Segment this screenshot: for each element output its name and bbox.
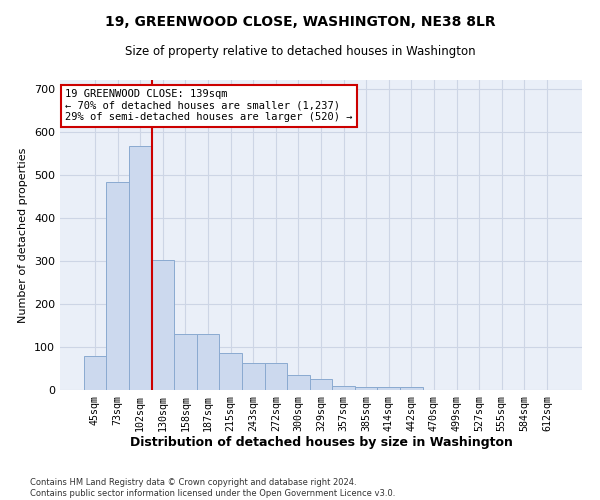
Bar [197,334,220,390]
Bar [174,334,197,390]
Bar [84,356,106,390]
Bar [310,379,332,390]
Y-axis label: Number of detached properties: Number of detached properties [19,148,28,322]
X-axis label: Distribution of detached houses by size in Washington: Distribution of detached houses by size … [130,436,512,450]
Bar [265,364,287,390]
Bar [129,146,152,390]
Text: 19, GREENWOOD CLOSE, WASHINGTON, NE38 8LR: 19, GREENWOOD CLOSE, WASHINGTON, NE38 8L… [104,15,496,29]
Bar [242,364,265,390]
Bar [400,386,422,390]
Text: Contains HM Land Registry data © Crown copyright and database right 2024.
Contai: Contains HM Land Registry data © Crown c… [30,478,395,498]
Bar [377,386,400,390]
Text: 19 GREENWOOD CLOSE: 139sqm
← 70% of detached houses are smaller (1,237)
29% of s: 19 GREENWOOD CLOSE: 139sqm ← 70% of deta… [65,90,353,122]
Text: Size of property relative to detached houses in Washington: Size of property relative to detached ho… [125,45,475,58]
Bar [106,182,129,390]
Bar [152,260,174,390]
Bar [355,386,377,390]
Bar [287,375,310,390]
Bar [220,354,242,390]
Bar [332,386,355,390]
